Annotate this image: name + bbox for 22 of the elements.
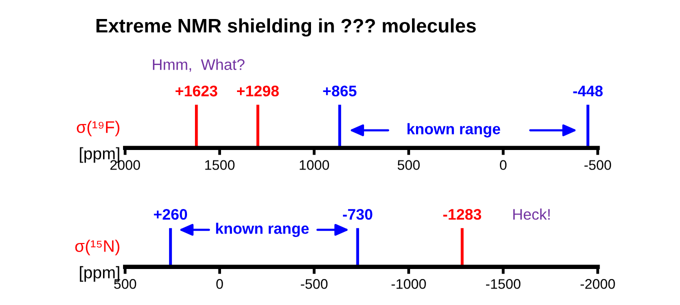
- annotation: -730: [342, 208, 372, 220]
- x-tick-label: 0: [500, 160, 507, 170]
- chart-title: Extreme NMR shielding in ??? molecules: [96, 18, 476, 37]
- annotation: +1623: [176, 86, 218, 96]
- x-tick-label: 500: [398, 160, 420, 170]
- x-tick-label: 1500: [205, 160, 235, 170]
- x-tick-label: -1500: [486, 279, 520, 289]
- text: Heck!: [513, 208, 550, 220]
- annotation: -1283: [443, 208, 482, 220]
- annotation: -448: [573, 86, 603, 96]
- annotation: +1298: [237, 86, 279, 96]
- x-tick-label: -500: [300, 279, 328, 289]
- x-tick-label: 0: [216, 279, 223, 289]
- annotation: +260: [154, 208, 188, 220]
- annotation: known range: [216, 222, 309, 238]
- x-tick-label: 1000: [300, 160, 330, 170]
- annotation: known range: [408, 123, 500, 138]
- annotation: +865: [323, 86, 356, 96]
- text: Hmm, What?: [152, 58, 244, 72]
- x-tick-label: -500: [584, 160, 612, 170]
- x-tick-label: -1000: [392, 279, 426, 289]
- x-tick-label: -2000: [580, 279, 615, 289]
